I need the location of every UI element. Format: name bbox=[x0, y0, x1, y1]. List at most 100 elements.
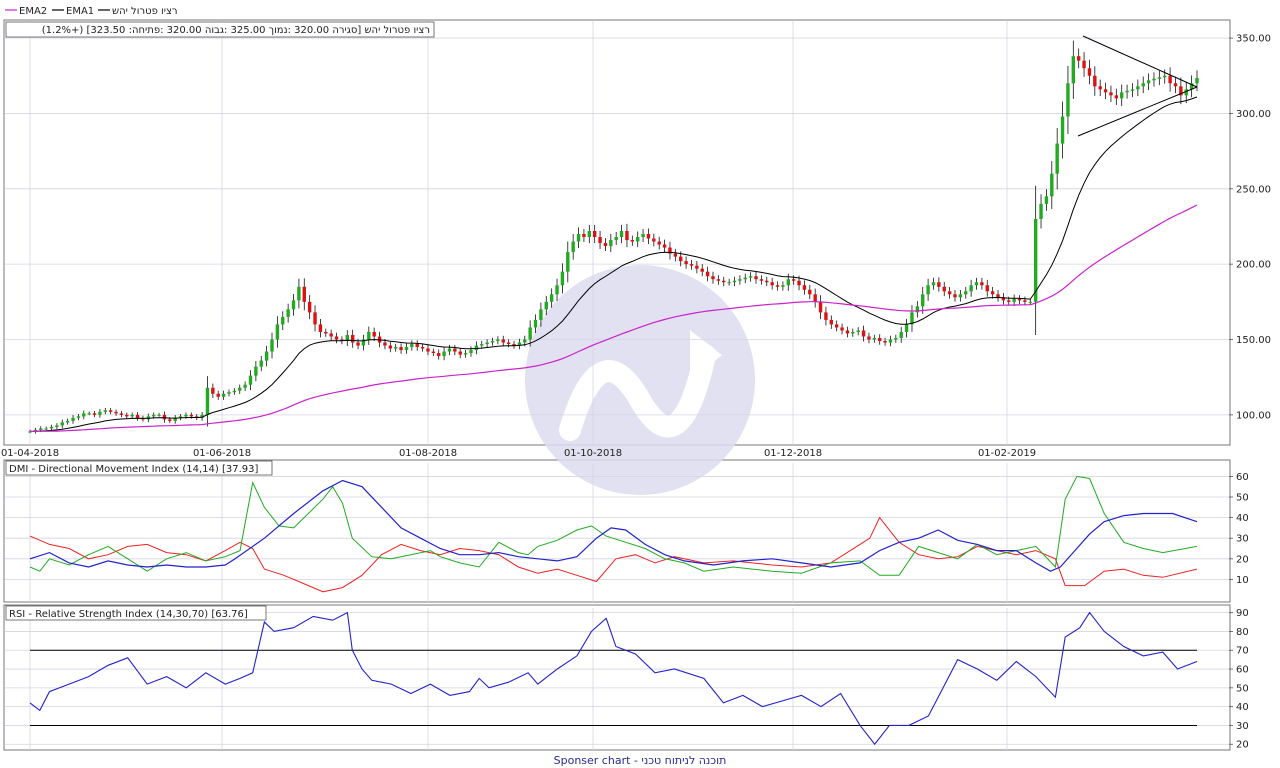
dmi-plus-line bbox=[29, 475, 1198, 576]
candle-body bbox=[426, 348, 430, 352]
ema1-line bbox=[29, 96, 1198, 432]
candle-body bbox=[135, 414, 140, 418]
candle-body bbox=[431, 351, 436, 354]
candle-body bbox=[894, 337, 898, 340]
candle-body bbox=[361, 339, 366, 346]
rsi-ytick-label: 40 bbox=[1236, 702, 1249, 713]
candle-body bbox=[393, 347, 398, 349]
candle-body bbox=[404, 347, 409, 351]
candle-body bbox=[921, 294, 925, 307]
candle-body bbox=[367, 331, 371, 340]
candle-body bbox=[931, 282, 936, 286]
candle-body bbox=[1087, 68, 1092, 76]
rsi-ytick-label: 50 bbox=[1236, 683, 1249, 694]
price-ytick-label: 200.00 bbox=[1236, 260, 1271, 271]
candle-body bbox=[668, 247, 672, 254]
candle-body bbox=[1050, 173, 1054, 197]
rsi-title-box bbox=[5, 605, 267, 621]
candle-body bbox=[1114, 95, 1119, 99]
candle-body bbox=[87, 413, 91, 415]
rsi-panel[interactable] bbox=[3, 604, 1231, 751]
candle-body bbox=[1076, 56, 1081, 61]
candle-body bbox=[506, 342, 511, 345]
candle-body bbox=[781, 285, 785, 287]
candle-body bbox=[211, 387, 215, 394]
candle-body bbox=[480, 344, 484, 346]
candle-body bbox=[775, 285, 780, 287]
candle-body bbox=[1163, 75, 1167, 78]
price-ytick-label: 150.00 bbox=[1236, 335, 1271, 346]
candle-body bbox=[555, 285, 559, 295]
candle-body bbox=[1141, 83, 1145, 87]
candle-body bbox=[329, 333, 333, 337]
candle-body bbox=[372, 331, 376, 337]
candle-body bbox=[501, 339, 505, 343]
candle-body bbox=[845, 330, 850, 334]
candle-body bbox=[420, 347, 425, 349]
candle-body bbox=[254, 366, 258, 376]
candle-body bbox=[797, 280, 801, 286]
candle-body bbox=[1130, 89, 1135, 91]
candle-body bbox=[802, 285, 807, 290]
candle-body bbox=[980, 282, 984, 286]
candle-body bbox=[1136, 86, 1140, 90]
candle-body bbox=[722, 280, 726, 283]
dmi-minus-line bbox=[29, 516, 1198, 593]
candle-body bbox=[1082, 60, 1086, 69]
dmi-ytick-label: 10 bbox=[1236, 575, 1249, 586]
candle-body bbox=[646, 234, 651, 239]
candle-body bbox=[748, 276, 753, 278]
candle-body bbox=[1023, 300, 1027, 302]
candle-body bbox=[673, 253, 678, 257]
candle-body bbox=[442, 351, 446, 357]
candle-body bbox=[60, 422, 64, 426]
candle-body bbox=[539, 309, 543, 320]
candle-body bbox=[996, 294, 1000, 298]
candle-body bbox=[318, 324, 323, 332]
candle-body bbox=[33, 429, 38, 432]
rsi-ytick-label: 90 bbox=[1236, 608, 1249, 619]
price-info: (1.2%+) [323.50 :סגירה 320.00 :נמוך 325.… bbox=[42, 25, 430, 36]
candle-body bbox=[1028, 301, 1032, 303]
candle-body bbox=[388, 345, 393, 349]
candle-body bbox=[157, 414, 161, 416]
candle-body bbox=[700, 268, 704, 272]
candle-body bbox=[458, 351, 462, 355]
candle-body bbox=[878, 337, 882, 342]
footer-sponsor[interactable]: Sponser chart - תוכנה לניתוח טכני bbox=[554, 754, 727, 767]
candle-body bbox=[689, 264, 694, 266]
candle-body bbox=[350, 334, 355, 343]
candle-body bbox=[1066, 83, 1070, 117]
candle-body bbox=[485, 342, 489, 345]
candle-body bbox=[189, 414, 194, 417]
candle-body bbox=[1039, 203, 1043, 219]
candle-body bbox=[162, 414, 167, 420]
candle-body bbox=[738, 279, 742, 281]
dmi-ytick-label: 60 bbox=[1236, 472, 1249, 483]
candle-body bbox=[652, 238, 656, 242]
ema2-line bbox=[30, 204, 1198, 432]
candle-body bbox=[313, 312, 317, 325]
candle-body bbox=[969, 285, 973, 292]
candle-body bbox=[566, 252, 570, 272]
candle-body bbox=[587, 230, 591, 238]
candle-body bbox=[829, 319, 834, 325]
candle-body bbox=[625, 230, 629, 241]
candle-body bbox=[415, 344, 419, 348]
price-layer bbox=[28, 35, 1199, 434]
candle-body bbox=[888, 339, 893, 343]
candle-body bbox=[571, 241, 575, 253]
candle-body bbox=[813, 294, 817, 302]
candle-body bbox=[1001, 297, 1006, 301]
candle-body bbox=[684, 261, 688, 265]
candle-body bbox=[232, 390, 237, 393]
candle-body bbox=[990, 291, 995, 295]
price-ytick-label: 250.00 bbox=[1236, 184, 1271, 195]
axes: 100.00 150.00 200.00 250.00 300.00 350.00 10 20… bbox=[1, 34, 1271, 751]
candle-body bbox=[915, 306, 920, 313]
candle-body bbox=[496, 339, 500, 342]
candle-body bbox=[765, 280, 769, 283]
candle-body bbox=[125, 414, 129, 417]
candle-body bbox=[1152, 78, 1156, 81]
